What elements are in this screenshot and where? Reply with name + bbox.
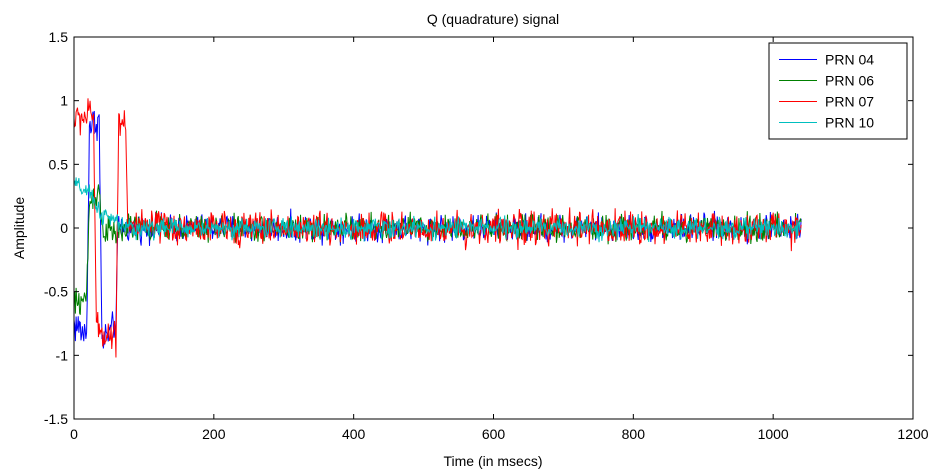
x-axis-ticks: 0 200 400 600 800 1000 1200 bbox=[70, 37, 929, 442]
series-lines bbox=[73, 98, 802, 358]
y-tick-label: 0.5 bbox=[49, 156, 69, 172]
x-axis-label: Time (in msecs) bbox=[443, 453, 542, 469]
x-tick-label: 400 bbox=[342, 426, 366, 442]
y-tick-label: 0 bbox=[60, 220, 68, 236]
y-tick-label: 1.5 bbox=[49, 29, 69, 45]
x-tick-label: 800 bbox=[622, 426, 646, 442]
series-line-prn-10 bbox=[73, 177, 802, 243]
legend-label: PRN 07 bbox=[825, 94, 874, 110]
x-tick-label: 0 bbox=[70, 426, 78, 442]
legend: PRN 04 PRN 06 PRN 07 PRN 10 bbox=[768, 42, 908, 140]
x-tick-label: 1000 bbox=[758, 426, 789, 442]
x-tick-label: 600 bbox=[482, 426, 506, 442]
y-tick-label: -0.5 bbox=[44, 284, 68, 300]
x-tick-label: 1200 bbox=[897, 426, 928, 442]
y-axis-label: Amplitude bbox=[11, 197, 27, 259]
y-tick-label: 1 bbox=[60, 93, 68, 109]
legend-label: PRN 10 bbox=[825, 115, 874, 131]
y-axis-ticks: -1.5 -1 -0.5 0 0.5 1 1.5 bbox=[44, 29, 913, 427]
legend-label: PRN 04 bbox=[825, 52, 874, 68]
y-tick-label: -1.5 bbox=[44, 411, 68, 427]
chart-title: Q (quadrature) signal bbox=[427, 11, 559, 27]
legend-label: PRN 06 bbox=[825, 73, 874, 89]
y-tick-label: -1 bbox=[56, 347, 69, 363]
x-tick-label: 200 bbox=[202, 426, 226, 442]
